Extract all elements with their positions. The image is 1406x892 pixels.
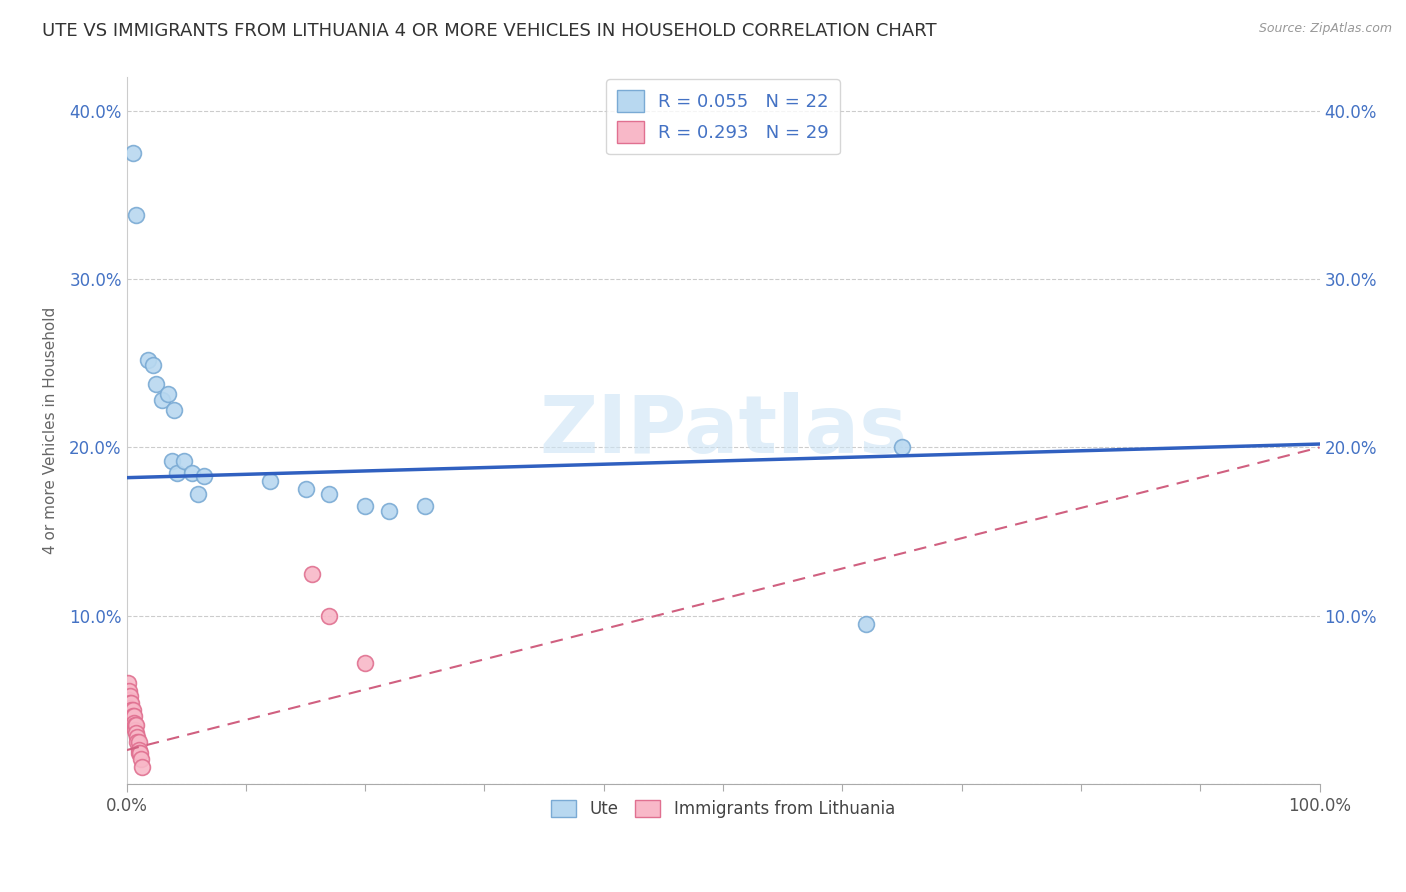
Point <box>122 716 145 731</box>
Point <box>120 701 142 715</box>
Point <box>318 487 340 501</box>
Point <box>125 726 148 740</box>
Point <box>121 716 143 731</box>
Point <box>121 703 143 717</box>
Point <box>173 454 195 468</box>
Text: Source: ZipAtlas.com: Source: ZipAtlas.com <box>1258 22 1392 36</box>
Point <box>118 684 141 698</box>
Point <box>120 690 142 704</box>
Point <box>127 730 149 744</box>
Point <box>121 146 143 161</box>
Point <box>187 487 209 501</box>
Point <box>128 743 150 757</box>
Legend: Ute, Immigrants from Lithuania: Ute, Immigrants from Lithuania <box>544 793 901 825</box>
Point <box>181 466 204 480</box>
Point <box>150 393 173 408</box>
Point <box>294 483 316 497</box>
Point <box>124 718 146 732</box>
Point <box>121 709 143 723</box>
Point <box>160 454 183 468</box>
Point <box>378 504 401 518</box>
Point <box>128 734 150 748</box>
Point <box>120 696 142 710</box>
Point <box>193 469 215 483</box>
Point <box>259 474 281 488</box>
Text: ZIPatlas: ZIPatlas <box>538 392 907 469</box>
Point <box>129 751 152 765</box>
Point <box>120 709 142 723</box>
Point <box>301 566 323 581</box>
Point <box>318 608 340 623</box>
Point <box>124 723 146 737</box>
Point <box>128 747 150 761</box>
Point <box>166 466 188 480</box>
Point <box>122 709 145 723</box>
Point <box>354 656 377 670</box>
Point <box>131 760 153 774</box>
Point <box>855 617 877 632</box>
Point <box>145 376 167 391</box>
Point <box>120 696 142 710</box>
Point <box>125 718 148 732</box>
Point <box>157 386 180 401</box>
Point <box>354 500 377 514</box>
Point <box>128 747 150 761</box>
Point <box>413 500 436 514</box>
Point <box>120 703 142 717</box>
Point <box>136 353 159 368</box>
Point <box>117 676 139 690</box>
Point <box>127 734 149 748</box>
Y-axis label: 4 or more Vehicles in Household: 4 or more Vehicles in Household <box>44 307 58 554</box>
Point <box>118 692 141 706</box>
Point <box>163 403 186 417</box>
Text: UTE VS IMMIGRANTS FROM LITHUANIA 4 OR MORE VEHICLES IN HOUSEHOLD CORRELATION CHA: UTE VS IMMIGRANTS FROM LITHUANIA 4 OR MO… <box>42 22 936 40</box>
Point <box>891 441 914 455</box>
Point <box>142 358 165 372</box>
Point <box>125 208 148 222</box>
